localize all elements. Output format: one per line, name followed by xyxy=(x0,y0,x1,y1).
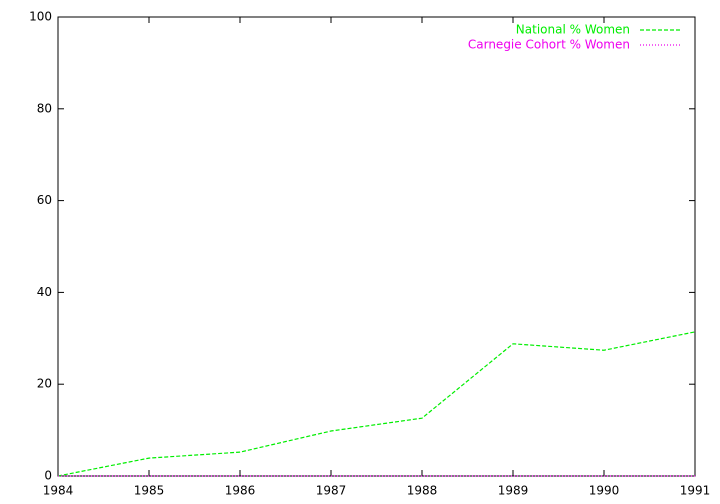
x-tick-label: 1989 xyxy=(498,484,529,498)
y-tick-label: 60 xyxy=(37,193,52,207)
series-line xyxy=(57,331,696,477)
y-tick-label: 80 xyxy=(37,101,52,115)
x-tick-label: 1988 xyxy=(407,484,438,498)
y-tick-label: 100 xyxy=(29,10,52,24)
plot-frame xyxy=(57,16,696,477)
x-tick-label: 1991 xyxy=(680,484,711,498)
x-tick-label: 1985 xyxy=(134,484,165,498)
legend-label: Carnegie Cohort % Women xyxy=(468,38,630,52)
y-tick-label: 0 xyxy=(44,469,52,483)
y-tick-label: 20 xyxy=(37,377,52,391)
y-tick-label: 40 xyxy=(37,285,52,299)
x-tick-label: 1984 xyxy=(43,484,74,498)
legend-label: National % Women xyxy=(516,23,630,37)
x-tick-label: 1986 xyxy=(225,484,256,498)
x-tick-label: 1987 xyxy=(316,484,347,498)
x-tick-label: 1990 xyxy=(589,484,620,498)
